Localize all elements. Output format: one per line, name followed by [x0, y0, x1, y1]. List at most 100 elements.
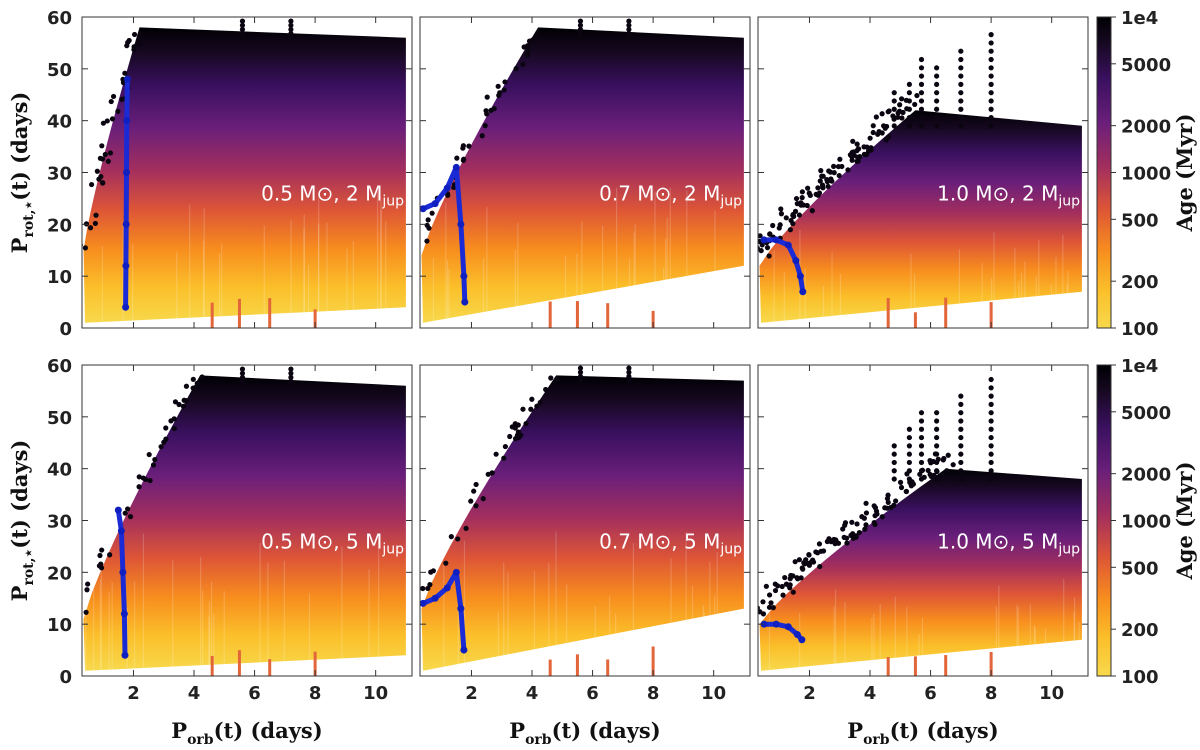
colorbar-tick-label: 2000 [1121, 117, 1171, 138]
age-dot [110, 93, 117, 100]
colorbar-tick-label: 1e4 [1121, 356, 1158, 377]
spike-dot [918, 123, 925, 129]
age-dot [776, 225, 782, 231]
track-point [117, 527, 125, 535]
spike-dot [988, 451, 994, 457]
y-tick-label: 10 [47, 615, 72, 636]
age-dot [171, 416, 177, 422]
age-dot [893, 498, 899, 504]
track-point [114, 506, 122, 514]
spike-dot [577, 377, 584, 384]
track-point [122, 220, 130, 228]
spike-dot [988, 385, 994, 391]
age-dot [412, 248, 417, 253]
spike-dot [918, 476, 925, 482]
spike-dot [891, 90, 897, 96]
age-dot [163, 425, 169, 431]
age-dot [806, 190, 812, 196]
age-dot [813, 549, 819, 555]
age-dot [87, 225, 94, 231]
age-dot [152, 456, 158, 463]
y-tick-label: 0 [59, 667, 72, 688]
track-point [123, 75, 131, 83]
age-dot [131, 31, 138, 38]
age-dot [455, 536, 461, 542]
panel-2: 0.7 M⊙, 2 Mjup [412, 16, 751, 329]
spike-dot [934, 468, 940, 474]
age-dot [105, 158, 111, 164]
spike-dot [988, 426, 994, 432]
age-dot [82, 245, 88, 251]
track-point [772, 620, 780, 628]
spike-dot [988, 476, 994, 482]
spike-dot [239, 370, 246, 376]
y-tick-label: 50 [47, 408, 72, 429]
x-tick-label: 4 [864, 683, 877, 704]
age-dot [122, 70, 128, 76]
colorbar-1: 1e4 5000 2000 1000 500 200 100 Age (Myr) [1096, 8, 1197, 340]
spike-dot [626, 365, 632, 371]
age-dot [97, 552, 103, 559]
age-dot [548, 375, 554, 381]
age-dot [832, 541, 838, 547]
spike-dot [958, 418, 964, 424]
spike-dot [626, 369, 632, 375]
age-dot [829, 178, 835, 184]
age-dot [879, 514, 885, 520]
age-dot [788, 572, 794, 579]
spike-dot [239, 30, 246, 37]
y-tick-label: 20 [47, 563, 72, 584]
spike-dot [577, 18, 584, 24]
spike-dot [918, 65, 925, 71]
track-point [443, 584, 451, 592]
age-dot [199, 374, 205, 380]
age-dot [793, 195, 800, 202]
spike-dot [239, 374, 246, 381]
spike-dot [626, 26, 632, 33]
age-dot [482, 123, 488, 129]
age-dot [945, 452, 951, 458]
age-dot [876, 128, 882, 135]
age-dot [763, 583, 769, 589]
spike-dot [577, 373, 584, 380]
age-dot [524, 52, 531, 58]
spike-dot [906, 434, 912, 441]
spike-dot [239, 383, 246, 389]
y-tick-label: 50 [47, 60, 72, 81]
age-dot [818, 548, 824, 554]
age-dot [529, 396, 535, 402]
age-region [83, 27, 406, 323]
age-dot [854, 158, 860, 164]
age-dot [800, 202, 807, 208]
age-dot [817, 178, 823, 184]
panel-label: 0.5 M⊙, 5 Mjup [261, 529, 404, 557]
age-dot [899, 115, 905, 121]
age-dot [850, 531, 856, 537]
age-dot [85, 581, 91, 587]
spike-dot [988, 90, 994, 96]
age-dot [766, 604, 773, 610]
panel-5: 2 4 6 8 10 0.7 M⊙, 5 Mjup Porb(t) (days) [419, 364, 751, 748]
age-dot [867, 135, 873, 141]
spike-dot [958, 468, 964, 474]
age-dot [910, 481, 916, 487]
age-dot [161, 439, 167, 445]
y-tick-label: 30 [47, 512, 72, 533]
age-region [83, 375, 406, 671]
age-dot [135, 40, 142, 47]
spike-dot [958, 459, 964, 466]
age-dot [825, 183, 831, 190]
age-dot [131, 44, 137, 50]
age-dot [193, 384, 199, 390]
spike-dot [918, 459, 925, 466]
age-dot [75, 609, 80, 614]
age-dot [940, 457, 946, 463]
track-point [784, 623, 792, 631]
spike-dot [891, 476, 897, 482]
age-dot [900, 109, 906, 116]
age-dot [950, 462, 956, 468]
spike-dot [906, 476, 912, 482]
age-dot [778, 206, 784, 212]
spike-dot [958, 48, 964, 54]
track-point [796, 272, 804, 280]
